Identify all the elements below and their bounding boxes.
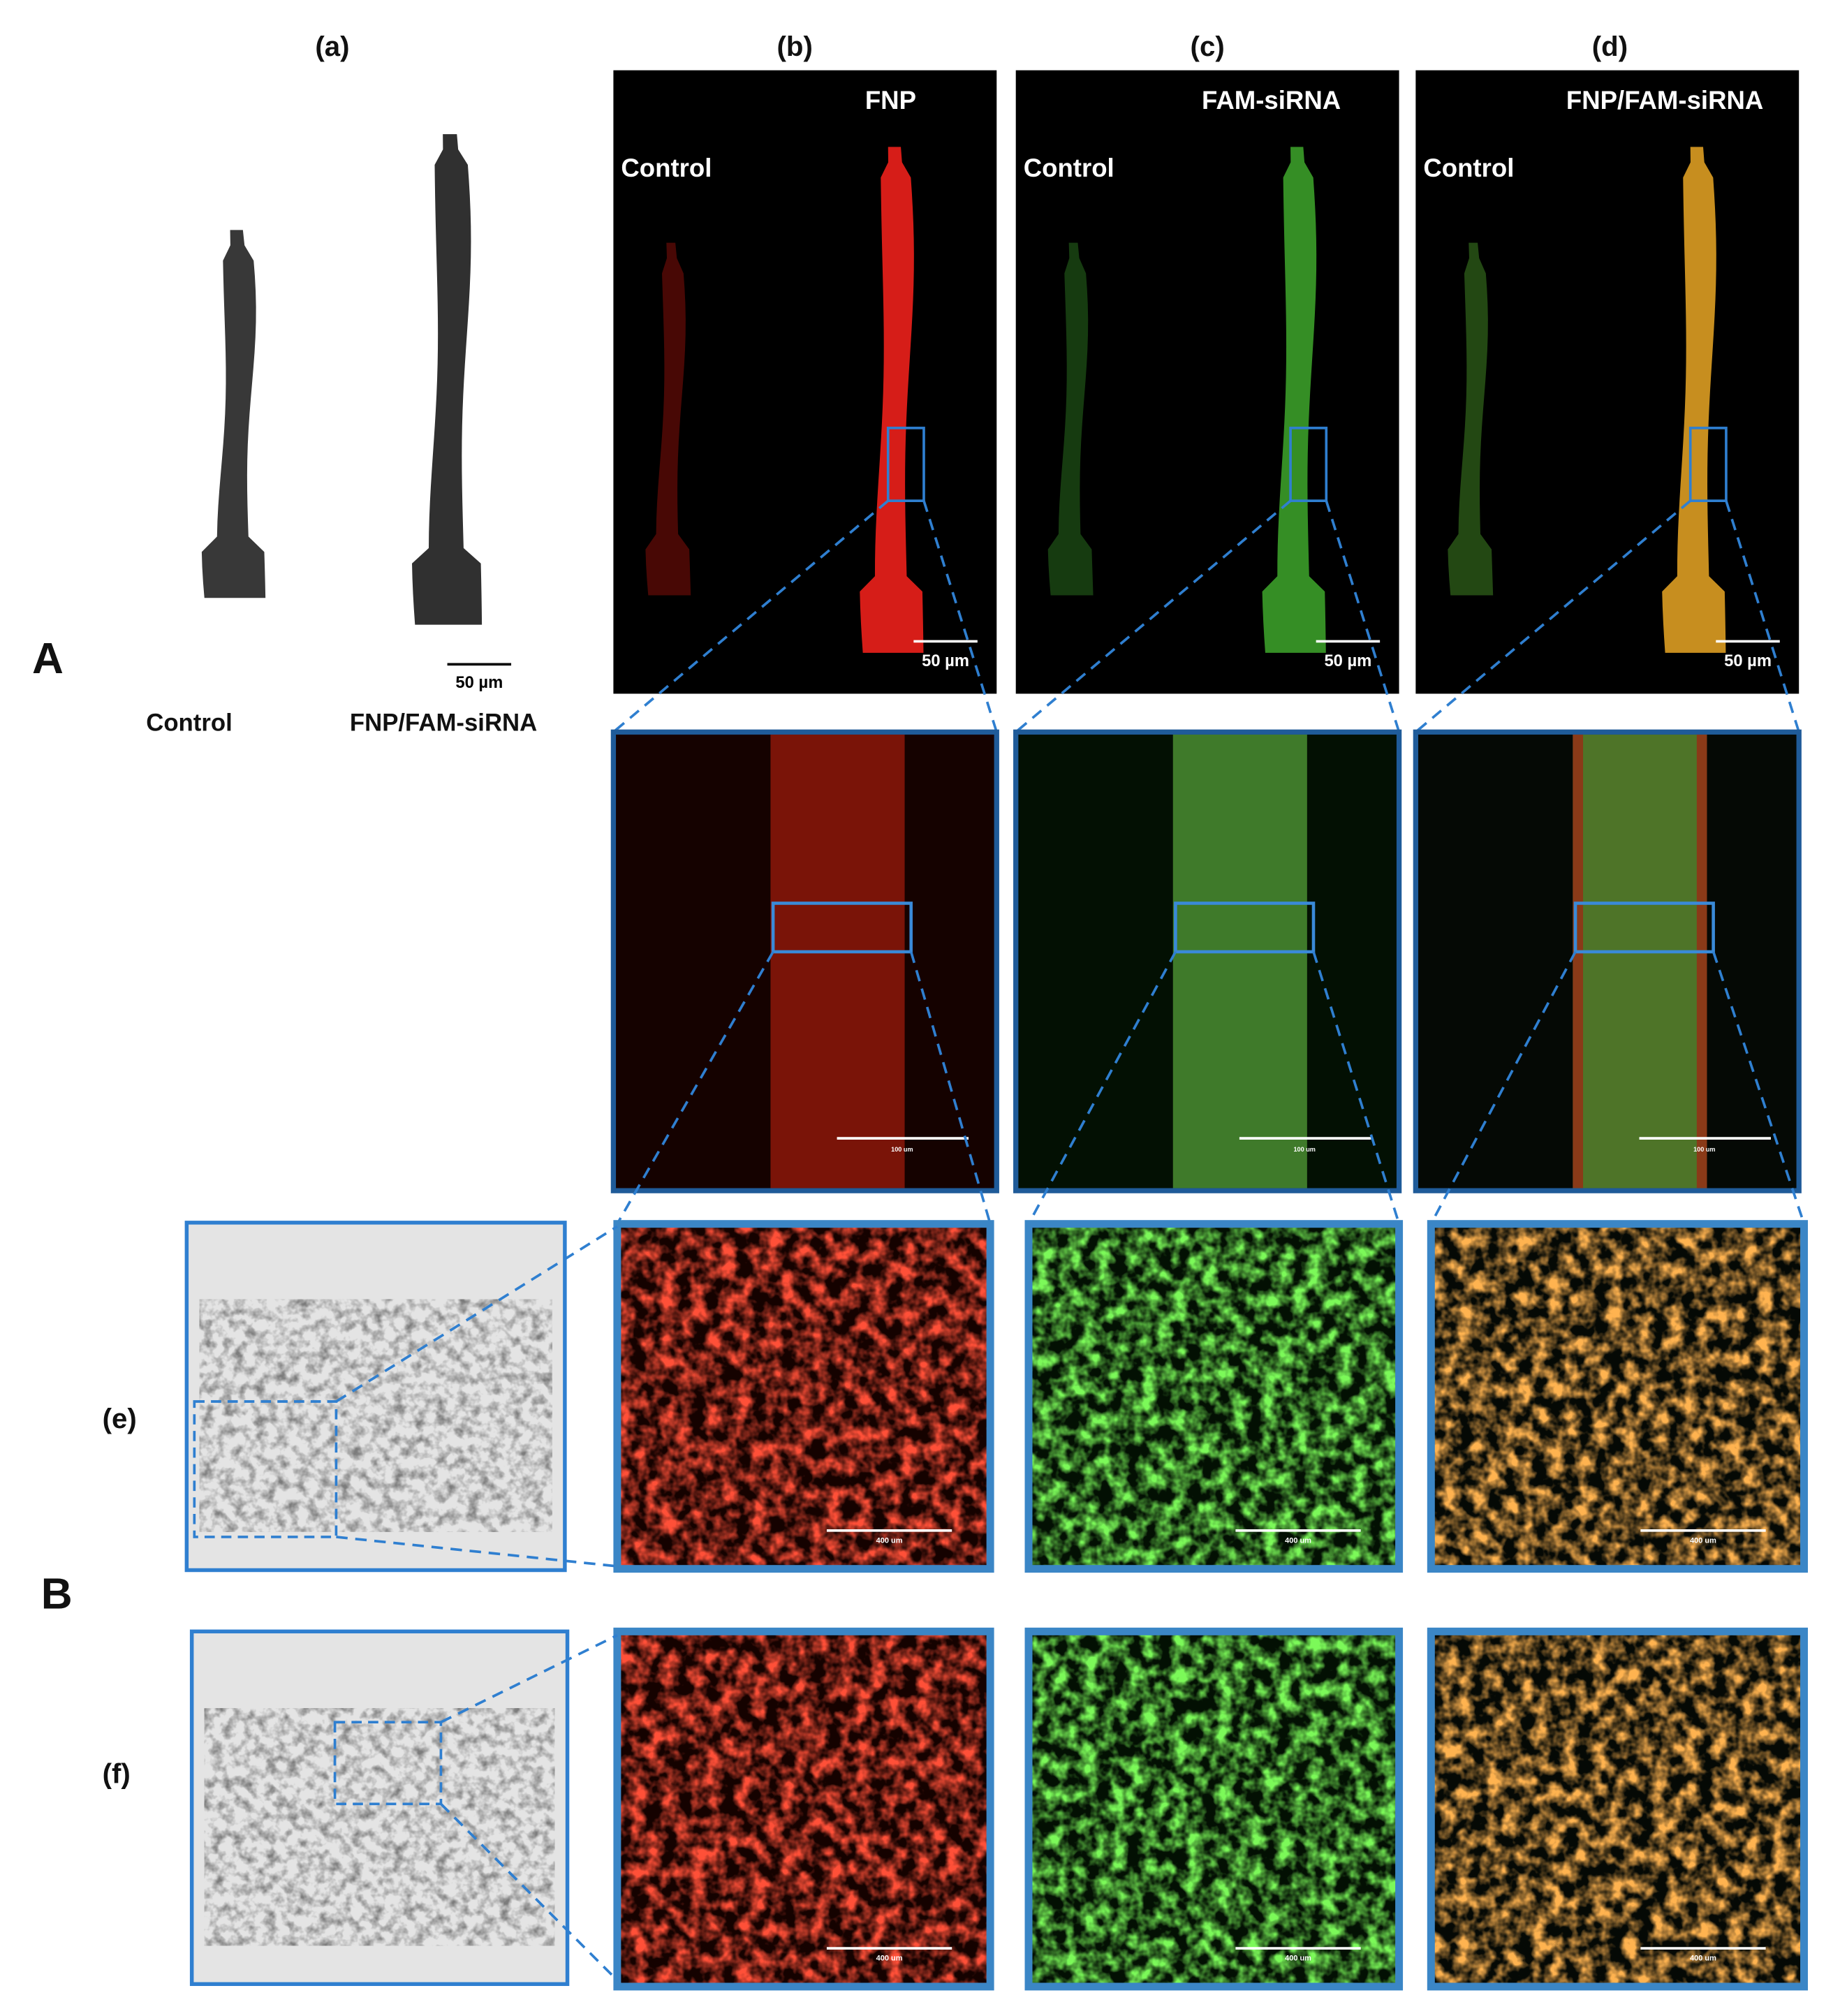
scale-bar-label: 400 um [1690,1536,1716,1545]
fluorescence-texture [1029,1223,1399,1569]
hair-edge [1696,734,1707,1189]
sample-label: Control [146,710,233,737]
zoom-box [1174,902,1316,954]
hair-control [645,242,691,596]
fluorescence-texture [1029,1631,1399,1987]
scale-bar-label: 50 µm [922,652,969,670]
zoom-box [1573,902,1715,954]
zoom-guide [1312,951,1401,1225]
image-border [184,1221,567,1573]
zoom-guide [335,1225,618,1403]
hair-treated [1662,147,1726,653]
image-border [1024,1220,1404,1573]
zoom-guide [1415,499,1691,733]
hair-treated [1262,147,1326,653]
image-border [1024,1627,1404,1991]
control-label: Control [1423,154,1514,182]
fluorescence-texture [1431,1631,1804,1987]
column-label: (c) [1191,31,1225,62]
zoom-guide [909,951,992,1225]
hair-treated [860,147,924,653]
zoom-box [193,1400,338,1538]
zoom-guide [1725,500,1800,733]
control-label: Control [621,154,712,182]
hair-control [1047,242,1094,596]
zoom-guide [922,500,999,733]
image-border [1427,1220,1809,1573]
column-label: (a) [315,31,349,62]
image-border [613,1220,994,1573]
scale-bar-label: 400 um [876,1955,903,1963]
scale-bar-label: 400 um [1285,1955,1311,1963]
fluorescence-texture [617,1223,991,1569]
hair-control [1448,242,1494,596]
hair-edge [1573,734,1584,1189]
zoom-box [771,902,913,954]
brightfield-texture [199,1299,552,1532]
zoom-guide [1015,499,1292,733]
sample-label: FNP/FAM-siRNA [350,710,537,737]
panel-title: FNP [865,86,916,115]
zoom-box [333,1721,443,1806]
zoom-guide [440,1634,618,1723]
row-label: (f) [103,1758,131,1790]
zoom-box [1688,427,1728,503]
scale-bar-label: 50 µm [455,673,503,692]
scale-bar-label: 100 um [891,1146,913,1153]
scale-bar-label: 400 um [1690,1955,1716,1963]
brightfield-texture [204,1708,555,1946]
zoom-guide [440,1803,619,1982]
control-label: Control [1024,154,1114,182]
panel-title: FAM-siRNA [1202,86,1341,115]
image-border [189,1629,570,1987]
zoom-guide [1429,951,1577,1225]
scale-bar-label: 400 um [876,1536,903,1545]
scale-bar-label: 50 µm [1724,652,1772,670]
scale-bar-label: 100 um [1693,1146,1715,1153]
hair-shaft [1573,734,1707,1189]
section-label: B [41,1570,73,1618]
zoom-guide [1712,951,1806,1225]
row-label: (e) [103,1403,137,1434]
scale-bar-label: 100 um [1293,1146,1315,1153]
hair-image [412,134,483,625]
image-border [613,1627,994,1991]
panel-title: FNP/FAM-siRNA [1566,86,1763,115]
zoom-box [1289,427,1328,503]
hair-image [201,230,266,598]
zoom-guide [616,951,774,1225]
scale-bar-label: 50 µm [1324,652,1371,670]
fluorescence-texture [1431,1223,1804,1569]
zoom-guide [1027,951,1177,1225]
hair-shaft [1172,734,1307,1189]
zoom-guide [1325,500,1401,733]
zoom-box [886,427,925,503]
column-label: (d) [1592,31,1628,62]
zoom-guide [336,1536,618,1568]
section-label: A [32,635,64,683]
zoom-guide [612,499,889,733]
hair-shaft [770,734,905,1189]
column-label: (b) [777,31,813,62]
fluorescence-texture [617,1631,991,1987]
image-border [1427,1627,1809,1991]
scale-bar-label: 400 um [1285,1536,1311,1545]
